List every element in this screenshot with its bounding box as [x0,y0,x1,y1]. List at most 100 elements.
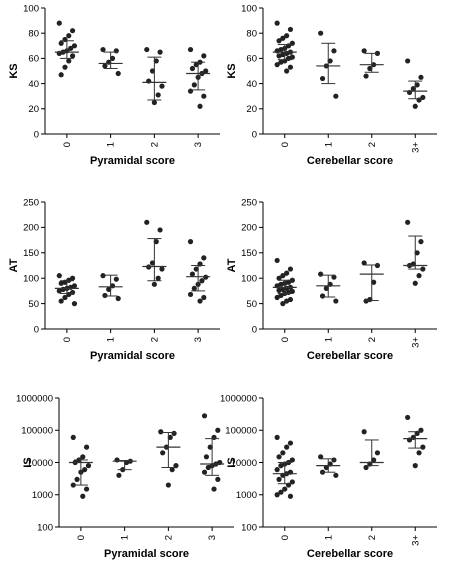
data-point [203,454,210,460]
data-point [274,467,280,473]
y-tick-label: 100 [23,3,39,14]
data-point [327,58,333,64]
x-axis-label: Pyramidal score [104,548,189,560]
data-point [69,53,76,59]
data-point [276,287,282,293]
x-tick-label: 0 [76,535,87,540]
x-tick-label: 1 [120,535,131,540]
panel-ks-cerebellar: KS Cerebellar score 0 20 40 60 80 100 0 1 2 3+ [226,3,437,167]
data-point [102,63,108,69]
data-point [274,434,280,441]
data-point [278,292,284,299]
data-point [171,430,177,436]
data-point [100,46,106,53]
data-point [207,444,213,450]
data-point [374,262,381,269]
data-point [153,239,159,245]
y-tick-label: 1000 [32,490,53,501]
data-point [333,472,339,478]
data-point [318,454,324,460]
panel-at-pyramidal: AT Pyramidal score 0 50 100 150 200 250 0 1 2 3 [8,197,220,362]
data-point [374,450,381,456]
data-point [66,58,72,64]
data-point [66,33,72,39]
data-point [284,68,290,74]
x-tick-label: 3+ [410,535,421,546]
panel-is-pyramidal: IS Pyramidal score 100 1000 10000 100000 100… [16,393,234,560]
y-tick-label: 100000 [225,426,257,437]
data-point [319,75,326,82]
data-point [287,26,294,33]
data-point [205,464,211,471]
y-tick-label: 0 [34,324,39,335]
data-point [83,486,90,492]
x-tick-label: 3+ [410,142,421,153]
data-point [420,266,426,272]
data-point [113,276,119,282]
data-point [280,450,286,456]
data-point [331,457,337,463]
data-point [361,48,367,54]
y-tick-label: 60 [28,54,39,65]
data-point [62,294,68,301]
data-point [203,68,209,74]
data-point [367,65,373,72]
data-point [278,463,284,469]
data-point [333,298,339,304]
data-point [276,53,282,59]
data-point [69,275,76,281]
data-point [144,46,150,53]
data-point [151,99,157,106]
data-point [289,277,295,283]
y-axis-label: IS [22,457,34,467]
data-point [420,444,426,450]
y-tick-label: 100 [23,274,39,285]
data-point [71,301,78,307]
y-axis-label: AT [226,258,238,272]
x-tick-label: 3 [193,337,204,342]
data-point [416,97,422,103]
data-point [215,427,221,433]
data-point [274,492,280,498]
x-axis-label: Pyramidal score [90,350,175,362]
data-point [412,103,418,109]
data-point [71,43,78,49]
y-tick-label: 80 [28,29,39,40]
y-tick-label: 250 [23,197,39,208]
data-point [323,285,329,291]
data-point [414,250,420,256]
x-tick-label: 3+ [410,337,421,348]
data-point [284,444,290,450]
x-tick-label: 1 [106,142,117,147]
y-tick-label: 40 [28,79,39,90]
data-point [363,73,369,79]
y-tick-label: 50 [28,299,39,310]
data-point [282,486,288,492]
data-point [83,444,90,450]
data-point [412,280,418,286]
data-point [155,275,161,281]
data-point [187,46,194,53]
data-point [56,20,62,26]
data-point [276,476,282,482]
data-point [412,463,418,469]
data-point [371,457,377,463]
x-tick-label: 0 [280,337,291,342]
data-point [274,20,280,26]
data-point [276,454,282,460]
data-point [100,273,106,279]
x-axis-label: Cerebellar score [307,350,393,362]
data-point [70,434,76,441]
data-point [173,463,179,469]
data-point [201,93,207,99]
data-point [191,285,197,291]
data-point [278,59,284,65]
y-axis-label: AT [8,258,20,272]
data-point [157,49,163,55]
x-tick-label: 0 [280,142,291,147]
panel-at-cerebellar: AT Cerebellar score 0 50 100 150 200 250 0 1 2 3+ [226,197,437,362]
data-point [201,255,207,261]
data-point [56,288,62,294]
data-point [199,278,205,284]
data-point [405,219,411,225]
